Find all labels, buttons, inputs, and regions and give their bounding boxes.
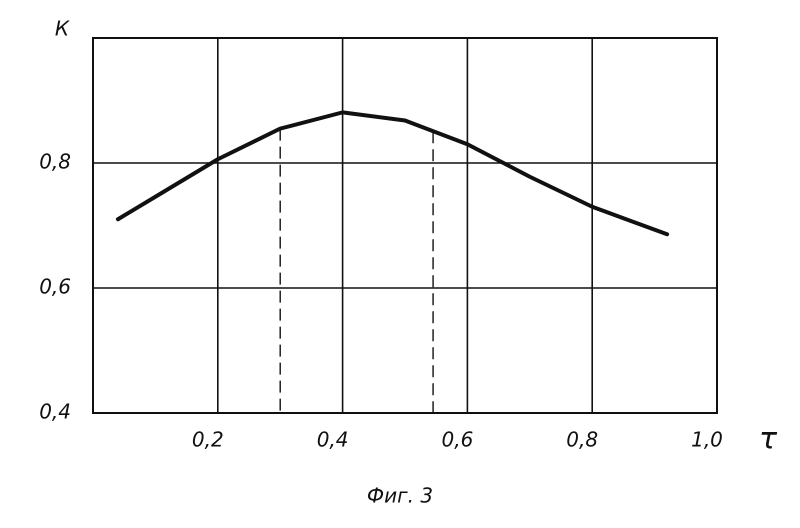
x-tick-label: 1,0	[691, 428, 723, 452]
x-tick-label: 0,8	[566, 428, 598, 452]
x-tick-label: 0,4	[317, 428, 349, 452]
y-tick-label: 0,8	[39, 150, 71, 174]
chart: К τ Фиг. 3 0,4 0,6 0,8 0,2 0,4 0,6 0,8 1,0	[0, 0, 800, 528]
x-axis-label: τ	[759, 422, 778, 457]
curve	[118, 112, 667, 234]
y-tick-label: 0,4	[39, 400, 71, 424]
x-tick-label: 0,2	[192, 428, 224, 452]
y-axis-label: К	[55, 17, 70, 41]
caption: Фиг. 3	[367, 484, 433, 508]
plot-frame	[93, 38, 717, 413]
x-tick-label: 0,6	[441, 428, 473, 452]
y-tick-label: 0,6	[39, 275, 71, 299]
